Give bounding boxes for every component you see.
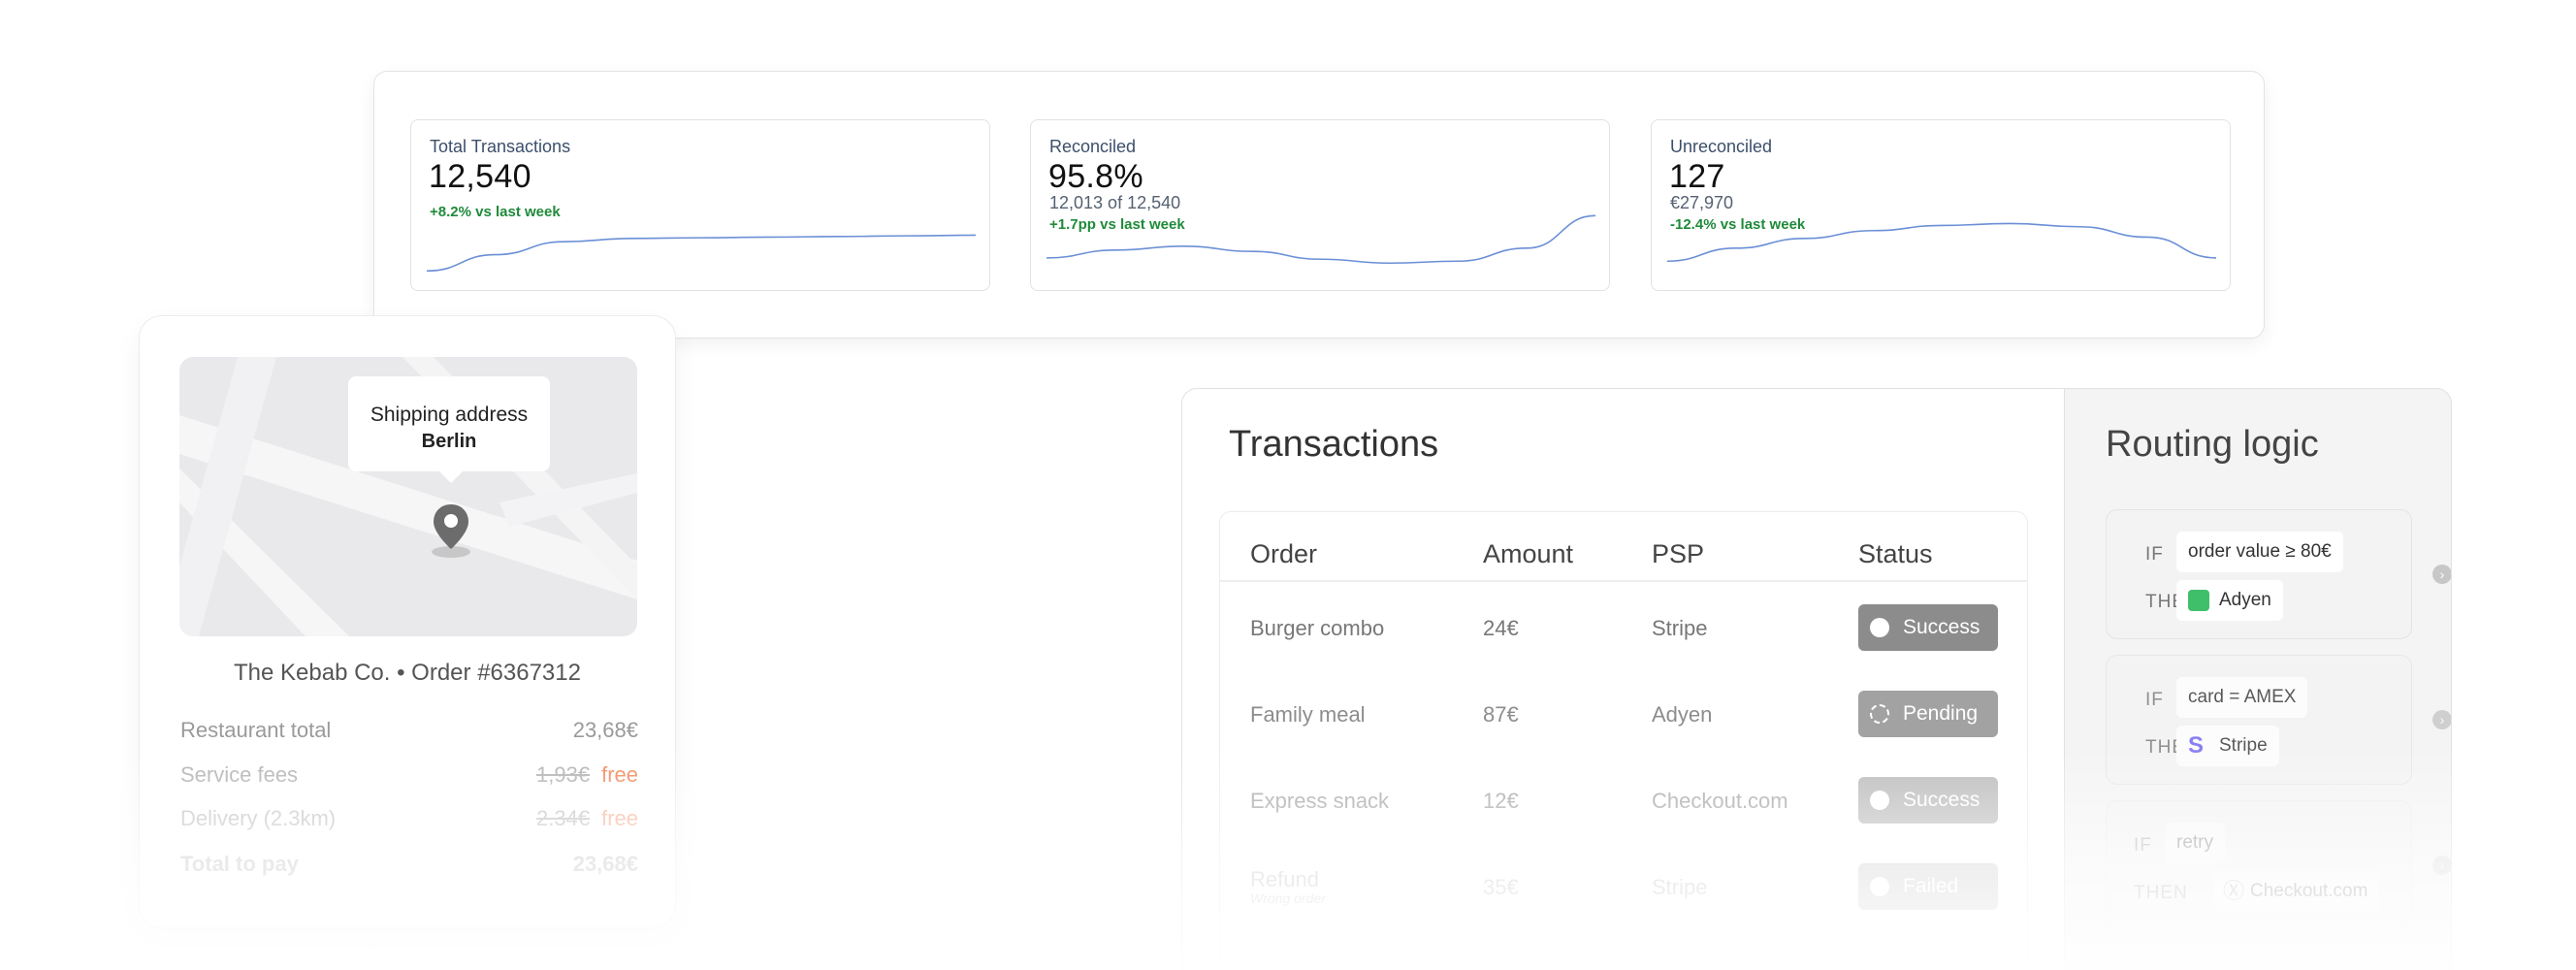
chevron-right-icon[interactable]: › [2432,856,2451,875]
cell-order-note: Wrong order [1250,890,1326,906]
free-badge: free [601,762,638,787]
column-header-status[interactable]: Status [1858,539,1933,568]
cell-amount: 35€ [1483,875,1519,899]
status-badge[interactable]: Failed [1858,863,1998,910]
kpi-card-total-transactions[interactable]: Total Transactions 12,540 +8.2% vs last … [410,119,990,291]
if-keyword: IF [2145,690,2164,710]
cell-amount: 24€ [1483,616,1519,640]
free-badge: free [601,806,638,830]
rule-condition[interactable]: card = AMEX [2176,677,2308,718]
status-badge[interactable]: Pending [1858,691,1998,737]
sparkline-path [1046,214,1596,265]
order-summary-card: Shipping address Berlin The Kebab Co. • … [139,315,676,928]
rule-condition[interactable]: order value ≥ 80€ [2176,532,2343,572]
status-label: Failed [1903,875,1959,897]
routing-rule[interactable]: IF card = AMEX THEN S Stripe › [2106,655,2451,785]
kpi-value: 12,540 [429,158,531,195]
status-badge[interactable]: Success [1858,777,1998,824]
status-label: Success [1903,789,1980,811]
rule-target[interactable]: S Stripe [2176,726,2279,766]
kpi-delta: -12.4% vs last week [1670,216,1806,233]
order-title: The Kebab Co. • Order #6367312 [234,660,581,686]
column-header-amount[interactable]: Amount [1483,539,1574,568]
sparkline-path [426,234,977,273]
transactions-table: Order Amount PSP Status Burger combo 24€… [1219,511,2028,970]
cell-order: Express snack [1250,789,1390,813]
chevron-right-icon[interactable]: › [2432,710,2451,729]
summary-label: Restaurant total [180,718,332,742]
cell-psp: Adyen [1652,702,1713,727]
cell-psp: Checkout.com [1652,789,1788,813]
routing-title: Routing logic [2106,424,2319,465]
status-label: Success [1903,616,1980,638]
shipping-map[interactable]: Shipping address Berlin [179,357,637,636]
kpi-value: 95.8% [1048,158,1143,195]
kpi-delta: +8.2% vs last week [430,204,561,220]
rule-condition[interactable]: retry [2165,823,2225,863]
transactions-title: Transactions [1229,424,1439,465]
cell-psp: Stripe [1652,616,1708,640]
sparkline-path [1666,222,2217,263]
success-dot-icon [1870,618,1889,637]
kpi-card-unreconciled[interactable]: Unreconciled 127 €27,970 -12.4% vs last … [1651,119,2231,291]
routing-logic-panel: Routing logic IF order value ≥ 80€ THEN … [2064,388,2452,970]
kpi-subvalue: €27,970 [1670,193,1734,212]
status-badge[interactable]: Success [1858,604,1998,651]
if-keyword: IF [2145,544,2164,565]
sparkline-unreconciled [1666,222,2217,263]
summary-value-struck: 2.34€ [536,806,591,830]
summary-value: 23,68€ [572,852,638,876]
checkout-icon: Ⓧ [2223,879,2245,903]
cell-amount: 12€ [1483,789,1519,813]
rule-target-label: Checkout.com [2250,881,2368,901]
kpi-label: Reconciled [1049,137,1137,156]
then-keyword: THEN [2134,883,2188,903]
cell-order: Burger combo [1250,616,1385,640]
column-header-order[interactable]: Order [1250,539,1318,568]
rule-target-label: Adyen [2219,590,2271,610]
cell-amount: 87€ [1483,702,1519,727]
rule-target[interactable]: Ⓧ Checkout.com [2213,871,2380,912]
kpi-delta: +1.7pp vs last week [1049,216,1185,233]
pending-spinner-icon [1870,704,1889,724]
routing-rule[interactable]: IF retry THEN Ⓧ Checkout.com › [2106,800,2451,930]
summary-value: 23,68€ [572,718,638,742]
tooltip-city: Berlin [421,431,477,452]
summary-value-group: 2.34€ free [536,806,638,831]
if-keyword: IF [2134,835,2152,856]
tooltip-label: Shipping address [370,404,529,426]
chevron-right-icon[interactable]: › [2432,565,2451,584]
rule-target-label: Stripe [2219,735,2268,756]
shipping-address-tooltip: Shipping address Berlin [348,376,550,483]
success-dot-icon [1870,791,1889,810]
header-divider [1220,580,2027,582]
kpi-subvalue: 12,013 of 12,540 [1049,193,1181,212]
status-label: Pending [1903,702,1979,725]
routing-rule[interactable]: IF order value ≥ 80€ THEN Adyen › [2106,509,2451,639]
kpi-panel: Total Transactions 12,540 +8.2% vs last … [373,71,2265,339]
summary-label: Service fees [180,762,299,787]
summary-label: Delivery (2.3km) [180,806,337,830]
kpi-label: Total Transactions [430,137,571,156]
stripe-icon: S [2188,732,2205,759]
summary-value-struck: 1,93€ [536,762,591,787]
kpi-card-reconciled[interactable]: Reconciled 95.8% 12,013 of 12,540 +1.7pp… [1030,119,1610,291]
summary-value-group: 1,93€ free [536,762,638,788]
cell-psp: Stripe [1652,875,1708,899]
map-pin-icon[interactable] [430,502,472,559]
failed-dot-icon [1870,877,1889,896]
sparkline-total-transactions [426,234,977,273]
sparkline-reconciled [1046,214,1596,265]
kpi-value: 127 [1669,158,1725,195]
transactions-panel: Transactions Order Amount PSP Status Bur… [1181,388,2066,970]
summary-label: Total to pay [180,852,299,876]
kpi-label: Unreconciled [1670,137,1773,156]
rule-target[interactable]: Adyen [2176,580,2283,621]
column-header-psp[interactable]: PSP [1652,539,1705,568]
adyen-icon [2188,590,2209,611]
cell-order: Family meal [1250,702,1366,727]
cell-order: Refund [1250,867,1319,891]
